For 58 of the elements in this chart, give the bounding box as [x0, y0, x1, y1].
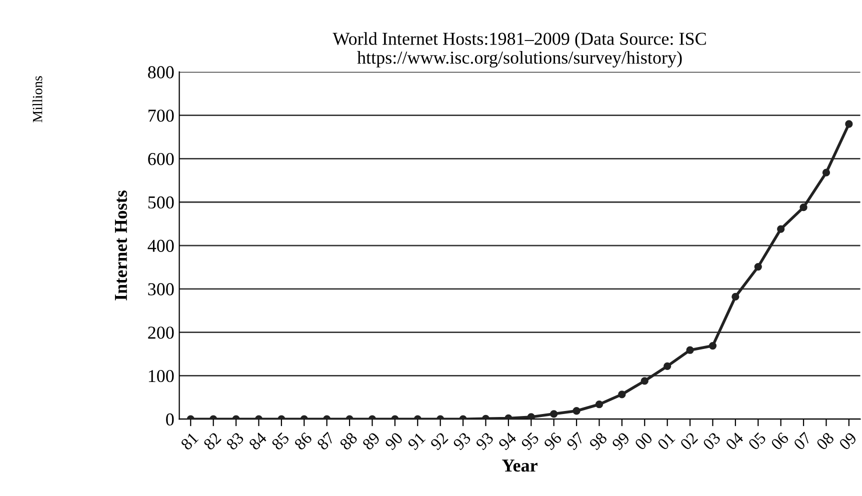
x-tick-label: 91: [407, 432, 426, 451]
point: [595, 400, 604, 408]
y-tick-label: 300: [148, 283, 174, 296]
y-tick-label: 0: [166, 413, 174, 426]
x-tick-label: 86: [294, 432, 313, 451]
y-tick-label: 200: [148, 326, 174, 339]
y-axis-title: Internet Hosts: [115, 190, 128, 300]
point: [845, 120, 853, 128]
point: [550, 410, 558, 418]
x-tick-label: 09: [838, 432, 858, 451]
x-tick-label: 89: [362, 432, 381, 451]
x-tick-label: 06: [770, 432, 790, 451]
x-tick-label: 92: [430, 432, 449, 451]
x-tick-label: 82: [202, 432, 222, 451]
x-tick-label: 83: [226, 432, 244, 451]
x-tick-label: 95: [520, 432, 540, 451]
x-tick-label: 00: [634, 432, 654, 451]
x-tick-label: 88: [339, 432, 358, 451]
x-tick-label: 02: [680, 432, 698, 451]
y-tick-label: 500: [148, 196, 174, 209]
x-tick-label: 03: [702, 432, 722, 451]
point: [618, 390, 626, 398]
x-tick-label: 04: [724, 431, 744, 451]
point: [664, 362, 672, 370]
x-tick-label: 08: [816, 432, 835, 451]
x-tick-label: 98: [588, 432, 608, 451]
x-tick-label: 85: [270, 432, 290, 451]
x-tick-label: 93: [475, 432, 494, 451]
x-tick-label: 05: [748, 432, 767, 451]
y-tick-label: 100: [148, 370, 174, 382]
y-tick-label: 400: [148, 240, 174, 252]
x-tick-label: 90: [384, 432, 404, 451]
x-tick-label: 93: [452, 432, 472, 451]
point: [732, 292, 740, 301]
point: [572, 407, 580, 415]
x-tick-label: 97: [566, 432, 586, 451]
point: [777, 225, 785, 233]
x-tick-label: 99: [611, 432, 630, 451]
point: [822, 168, 830, 176]
x-axis-title: Year: [502, 460, 538, 472]
text: Millions: [32, 76, 42, 122]
point: [686, 346, 694, 354]
y-tick-label: 600: [148, 152, 174, 166]
point: [527, 413, 535, 420]
point: [708, 342, 717, 350]
point: [800, 204, 808, 212]
y-tick-label: 800: [148, 66, 174, 78]
x-tick-label: 87: [316, 432, 336, 451]
x-tick-label: 07: [793, 432, 812, 451]
point: [754, 262, 762, 271]
chart-title: World Internet Hosts:1981–2009 (Data Source: ISC https://www.isc.org/solutions/survey/history): [332, 32, 706, 68]
point: [640, 377, 648, 385]
x-tick-label: 84: [248, 431, 268, 451]
x-tick-label: 81: [180, 432, 199, 451]
y-tick-label: 700: [148, 110, 174, 122]
x-tick-label: 96: [543, 432, 562, 451]
x-tick-label: 94: [498, 431, 518, 451]
x-tick-label: 01: [656, 432, 676, 451]
